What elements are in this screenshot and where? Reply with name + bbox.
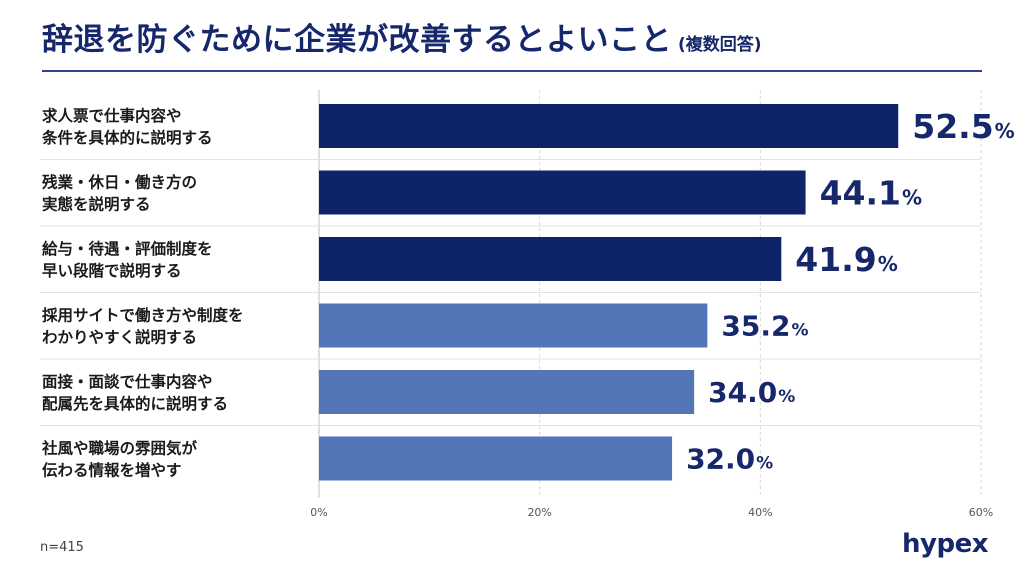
data-label: 44.1% [820,173,922,212]
category-label: 求人票で仕事内容や条件を具体的に説明する [41,106,213,147]
bar [319,237,782,281]
title-divider [42,70,982,72]
data-label: 32.0% [686,443,773,476]
title-text: 辞退を防ぐために企業が改善するとよいこと [42,22,672,58]
data-label: 35.2% [721,310,808,343]
data-label: 52.5% [912,107,1014,146]
x-tick-label: 60% [969,506,993,519]
category-label: 採用サイトで働き方や制度をわかりやすく説明する [42,306,244,347]
x-tick-label: 40% [748,506,772,519]
brand-logo: hypex [902,529,988,559]
bar [319,303,708,348]
x-tick-label: 0% [310,506,327,519]
subtitle-text: (複数回答) [678,35,762,55]
category-label: 面接・面談で仕事内容や配属先を具体的に説明する [42,372,228,413]
chart-title: 辞退を防ぐために企業が改善するとよいこと (複数回答) [42,14,762,66]
bar [319,104,899,148]
bar [319,370,695,414]
category-label: 給与・待遇・評価制度を早い段階で説明する [42,239,213,280]
bar [319,436,673,481]
data-label: 41.9% [795,240,897,279]
category-label: 残業・休日・働き方の実態を説明する [42,173,197,214]
x-tick-label: 20% [527,506,551,519]
sample-size-note: n=415 [40,540,84,555]
bar [319,170,806,215]
data-label: 34.0% [708,376,795,409]
category-label: 社風や職場の雰囲気が伝わる情報を増やす [41,439,198,480]
